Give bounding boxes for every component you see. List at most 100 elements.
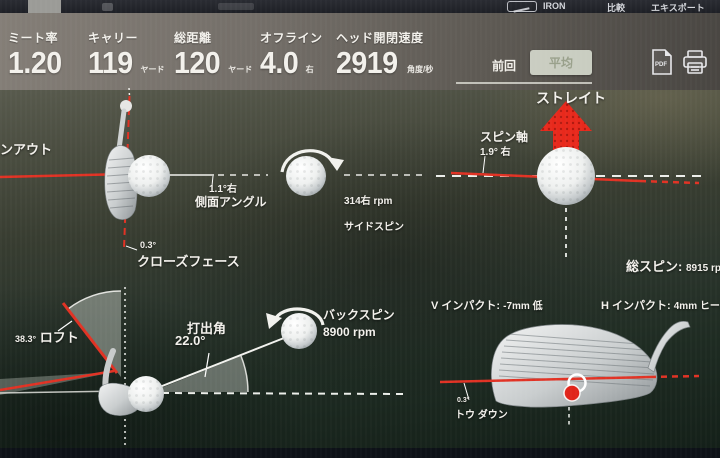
metric-label: ヘッド開閉速度 [336, 31, 424, 45]
golf-ball-texture [286, 156, 326, 196]
backspin-value: 8900 rpm [323, 325, 376, 339]
impact-point-dot [563, 384, 581, 402]
v-impact-value: -7mm 低 [503, 301, 543, 312]
metric-unit: ヤード [140, 65, 165, 74]
spin-axis-value: 1.9° 右 [480, 147, 511, 158]
total-spin-label: 総スピン: [626, 259, 683, 274]
straight-arrow-texture [540, 101, 592, 158]
nav-item-compare[interactable]: 比較 [607, 3, 626, 13]
printer-icon [683, 50, 707, 74]
metric-value: 119 [88, 45, 133, 80]
v-impact-label: V インパクト: [431, 300, 501, 312]
closed-face-label: クローズフェース [137, 254, 240, 269]
club-path-diagram [0, 87, 268, 251]
total-spin-value: 8915 rpm [685, 263, 720, 274]
metric-carry: キャリー 119 ヤード [88, 29, 165, 80]
impact-diagram [439, 321, 700, 425]
metric-offline: オフライン 4.0 右 [260, 29, 323, 80]
metric-label: ミート率 [8, 31, 59, 45]
toe-down-pointer [463, 382, 470, 401]
attack-angle-wedge [0, 372, 114, 395]
ball-direction-label: ストレイト [536, 90, 606, 106]
metric-value: 2919 [336, 45, 398, 80]
metric-unit: ヤード [228, 65, 253, 74]
metric-value: 120 [174, 45, 221, 80]
spin-axis-tick [482, 155, 486, 174]
loft-pointer [57, 320, 73, 332]
toggle-average[interactable]: 平均 [530, 50, 592, 75]
launch-angle-label: 打出角 [187, 321, 227, 336]
golf-ball-texture [128, 155, 170, 197]
face-angle-tick [211, 175, 214, 187]
launch-angle-value: 22.0° [175, 333, 206, 348]
nav-icon[interactable] [218, 3, 254, 10]
golf-ball-texture [537, 147, 595, 205]
toe-down-value: 0.3° [457, 397, 470, 404]
side-spin-label: サイドスピン [344, 222, 404, 233]
loft-sector-arc [67, 290, 122, 310]
club-shaft-top [116, 108, 127, 152]
side-spin-diagram [280, 149, 428, 196]
metric-value: 1.20 [8, 45, 62, 80]
screen-bezel [0, 448, 720, 458]
backspin-label: バックスピン [323, 308, 395, 322]
face-angle-value: 1.1°右 [209, 184, 237, 195]
ground-dashed-line [161, 392, 405, 395]
club-hosel-front [647, 321, 691, 373]
spin-axis-diagram [436, 101, 702, 258]
club-selector[interactable]: IRON [543, 1, 566, 11]
loft-value: 38.3° [15, 334, 37, 344]
metric-label: オフライン [260, 31, 323, 45]
metrics-strip: ミート率 1.20 キャリー 119 ヤード 総距離 120 ヤード オフライン… [0, 13, 720, 90]
launch-angle-tick [204, 352, 210, 378]
metric-label: 総距離 [174, 31, 212, 45]
pdf-icon-label: PDF [655, 62, 667, 68]
spin-axis-label: スピン軸 [480, 130, 529, 144]
spin-axis-line-dashed [639, 179, 700, 185]
metric-smash-factor: ミート率 1.20 [8, 29, 70, 80]
metric-value: 4.0 [260, 45, 299, 80]
h-impact-label: H インパクト: [601, 300, 671, 312]
h-impact-row: H インパクト: 4mm ヒール [601, 297, 720, 313]
backspin-arrowhead [266, 313, 282, 329]
attack-path-line [0, 369, 115, 392]
face-angle-label: 側面アングル [195, 195, 267, 209]
launch-angle-diagram [0, 287, 405, 452]
v-impact-row: V インパクト: -7mm 低 [431, 297, 543, 313]
club-icon[interactable] [507, 1, 537, 13]
target-line-top [128, 87, 131, 97]
nav-item-export[interactable]: エキスポート [651, 3, 705, 13]
total-spin-row: 総スピン: 8915 rpm [626, 256, 720, 275]
metric-unit: 右 [305, 65, 314, 74]
toggle-underline [456, 82, 592, 84]
h-impact-value: 4mm ヒール [673, 301, 720, 312]
toe-down-label: トウ ダウン [455, 410, 508, 421]
metric-label: キャリー [88, 31, 139, 45]
metric-total-distance: 総距離 120 ヤード [174, 29, 253, 80]
loft-row: 38.3° ロフト [15, 327, 79, 346]
lie-angle-line-dashed [649, 374, 700, 379]
toggle-previous[interactable]: 前回 [492, 59, 517, 73]
nav-icon[interactable] [102, 3, 113, 11]
lie-angle-line [439, 375, 651, 384]
swing-path-label: ンアウト [0, 142, 53, 157]
golf-ball-texture [281, 313, 317, 349]
launch-sector-arc [240, 355, 249, 393]
golf-ball-texture [128, 376, 164, 412]
pdf-export-button[interactable]: PDF [650, 49, 674, 75]
metric-head-rotation-speed: ヘッド開閉速度 2919 角度/秒 [336, 29, 434, 80]
metric-unit: 角度/秒 [406, 65, 434, 74]
top-nav-bar: IRON 比較 エキスポート [0, 0, 720, 13]
loft-sector [68, 290, 121, 377]
nav-tab-active[interactable] [28, 0, 61, 13]
print-button[interactable] [682, 49, 708, 75]
side-spin-value: 314右 rpm [344, 196, 393, 207]
pdf-fold [665, 50, 671, 56]
side-spin-arrowhead [327, 157, 344, 171]
closed-face-value: 0.3° [140, 240, 157, 250]
closed-face-pointer [125, 245, 138, 251]
launch-angle-sector [151, 356, 248, 392]
loft-label: ロフト [39, 330, 79, 345]
